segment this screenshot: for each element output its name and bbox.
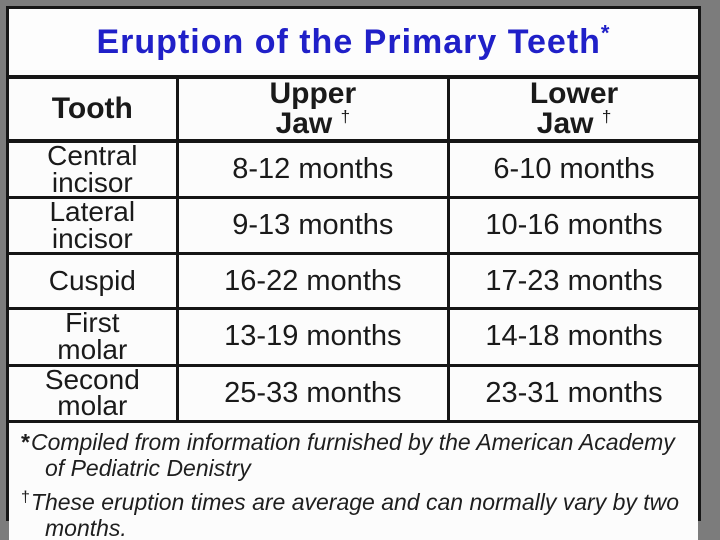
upper-jaw-value: 16-22 months <box>175 253 451 311</box>
eruption-table: Tooth Upper Jaw † Lower Jaw † Central inci… <box>9 79 698 420</box>
page-title: Eruption of the Primary Teeth* <box>96 20 611 62</box>
col-header-lower-jaw: Lower Jaw † <box>447 79 698 143</box>
tooth-name-cell: Central incisor <box>9 141 179 200</box>
col-header-upper-line1: Upper <box>269 79 357 110</box>
lower-jaw-value: 23-31 months <box>447 365 698 420</box>
col-header-tooth: Tooth <box>9 79 179 143</box>
header-row: Tooth Upper Jaw † Lower Jaw † <box>9 79 698 143</box>
col-header-upper-jaw: Upper Jaw † <box>175 79 451 143</box>
table-row: First molar 13-19 months 14-18 months <box>9 308 698 367</box>
footnote-variance: †These eruption times are average and ca… <box>21 488 688 540</box>
upper-jaw-value: 8-12 months <box>175 141 451 200</box>
table-row: Lateral incisor 9-13 months 10-16 months <box>9 197 698 256</box>
upper-jaw-value: 13-19 months <box>175 308 451 367</box>
lower-jaw-value: 6-10 months <box>447 141 698 200</box>
tooth-name-cell: Lateral incisor <box>9 197 179 256</box>
primary-teeth-table-card: Eruption of the Primary Teeth* Tooth Upp… <box>6 6 701 540</box>
table-row: Central incisor 8-12 months 6-10 months <box>9 141 698 200</box>
footnote-variance-text: These eruption times are average and can… <box>30 489 680 540</box>
col-header-lower-line1: Lower <box>529 79 619 110</box>
lower-jaw-value: 17-23 months <box>447 253 698 311</box>
col-header-tooth-label: Tooth <box>51 92 133 125</box>
title-bar: Eruption of the Primary Teeth* <box>9 9 698 79</box>
title-asterisk: * <box>600 20 611 46</box>
lower-jaw-value: 10-16 months <box>447 197 698 256</box>
tooth-name-cell: Second molar <box>9 365 179 420</box>
table-row: Second molar 25-33 months 23-31 months <box>9 365 698 420</box>
page-title-text: Eruption of the Primary Teeth <box>96 22 601 61</box>
upper-jaw-value: 9-13 months <box>175 197 451 256</box>
table-row: Cuspid 16-22 months 17-23 months <box>9 253 698 311</box>
footnote-source: *Compiled from information furnished by … <box>21 428 688 482</box>
footnotes-section: *Compiled from information furnished by … <box>9 419 698 540</box>
col-header-lower-line2: Jaw <box>536 107 594 140</box>
asterisk-marker: * <box>21 428 30 455</box>
footnote-source-text: Compiled from information furnished by t… <box>30 428 675 481</box>
col-header-upper-line2: Jaw <box>275 107 333 140</box>
lower-jaw-value: 14-18 months <box>447 308 698 367</box>
upper-jaw-dagger: † <box>340 107 351 126</box>
tooth-name-cell: Cuspid <box>9 253 179 311</box>
dagger-marker: † <box>21 488 30 506</box>
lower-jaw-dagger: † <box>601 107 612 126</box>
upper-jaw-value: 25-33 months <box>175 365 451 420</box>
tooth-name-cell: First molar <box>9 308 179 367</box>
